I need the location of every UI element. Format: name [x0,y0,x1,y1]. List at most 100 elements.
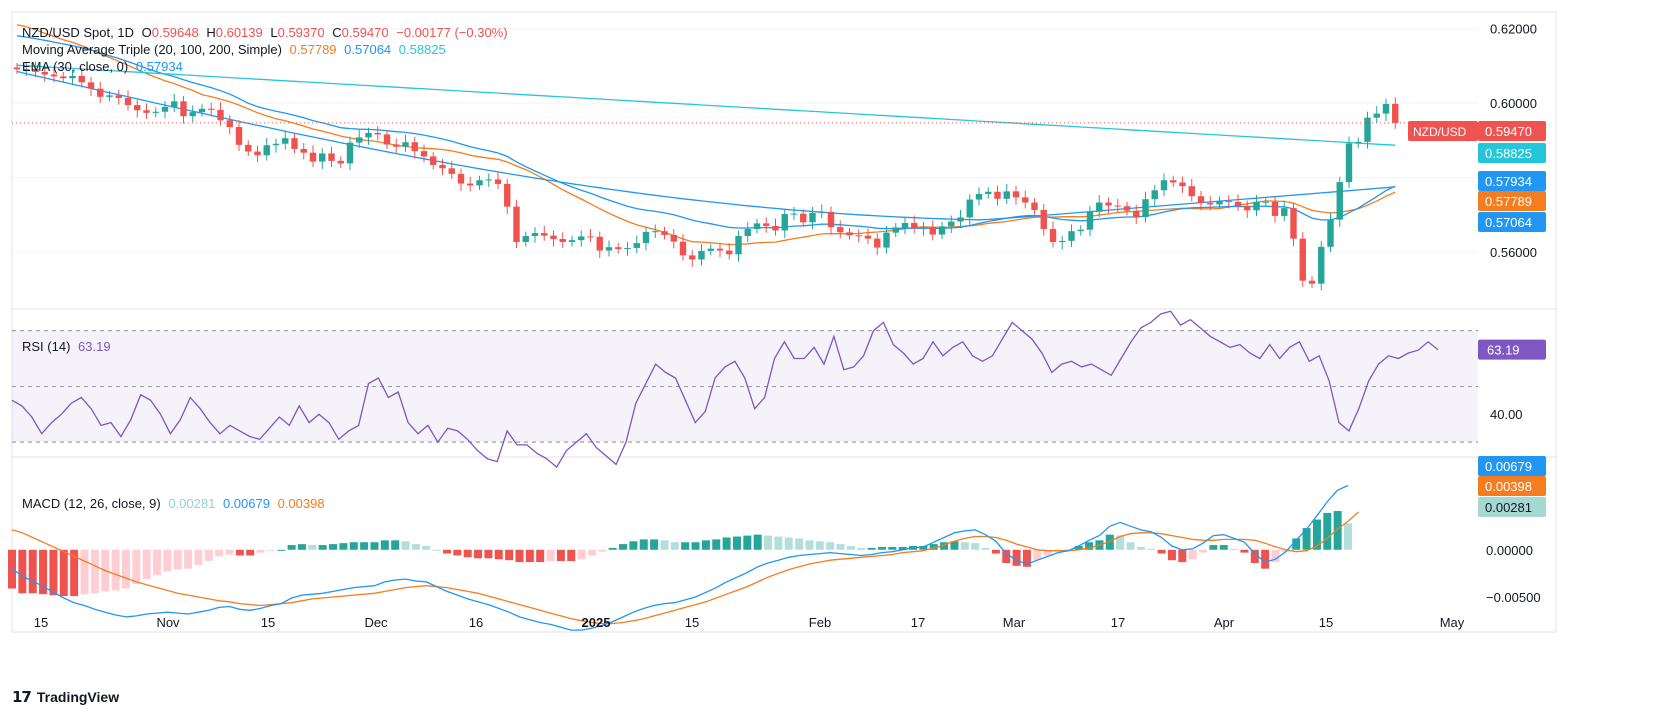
macd-histogram-bar [546,549,555,562]
macd-histogram-bar [1281,549,1290,552]
candle-body [337,160,344,164]
macd-histogram-bar [287,545,296,550]
candle-body [439,164,446,169]
macd-histogram-bar [360,542,369,550]
macd-histogram-bar [132,549,141,584]
macd-histogram-bar [577,549,586,560]
brand[interactable]: 𝟭𝟳 TradingView [12,688,119,706]
macd-histogram-bar [1085,542,1094,550]
macd-histogram-bar [1323,512,1332,550]
symbol-title[interactable]: NZD/USD Spot, 1D [22,25,134,40]
candle-body [1170,180,1177,183]
ema-label[interactable]: EMA (30, close, 0) [22,59,129,74]
candle-body [948,221,955,227]
macd-histogram-bar [764,535,773,550]
macd-histogram-bar [1333,511,1342,550]
ma200-line [16,64,1396,146]
candle-body [726,250,733,255]
macd-label[interactable]: MACD (12, 26, close, 9) [22,496,161,511]
change-value: −0.00177 (−0.30%) [396,25,508,40]
candle-body [411,142,418,152]
candle-body [448,168,455,174]
symbol-tag-label: NZD/USD [1413,125,1467,139]
candle-body [309,152,317,162]
macd-histogram-bar [80,549,89,595]
candle-body [1345,143,1353,183]
macd-tag [1478,456,1546,476]
candle-body [541,233,548,236]
time-tick-label: Apr [1214,615,1235,630]
candle-body [735,236,742,255]
time-tick-label: 2025 [582,615,611,630]
macd-histogram-bar [629,541,638,550]
macd-histogram-bar [39,549,48,595]
rsi-tick-label: 40.00 [1490,407,1523,422]
candle-body [1318,246,1325,284]
candle-body [911,223,918,229]
candle-body [467,183,474,186]
macd-histogram-bar [49,549,58,596]
candle-body [985,191,992,194]
candle-body [328,153,335,161]
candle-body [430,156,437,165]
price-tick-label: 0.62000 [1490,22,1537,37]
candle-body [689,255,696,260]
candle-body [920,227,927,229]
candle-body [1012,191,1020,198]
candle-body [494,179,502,184]
ema30-line [16,35,1396,230]
macd-histogram-bar [815,541,824,550]
macd-tag [1478,497,1546,517]
candle-body [383,134,391,145]
time-tick-label: Feb [809,615,831,630]
candle-body [245,144,252,152]
macd-histogram-bar [1240,549,1249,553]
macd-histogram-bar [1043,549,1052,556]
candle-body [208,108,215,110]
candle-body [531,233,539,237]
candle-body [365,132,372,138]
macd-histogram-bar [836,544,845,550]
rsi-tag [1478,339,1546,360]
candle-body [32,68,39,72]
candle-body [633,243,640,248]
candle-body [161,106,169,112]
candle-body [874,238,881,248]
open-label: O [141,25,152,40]
candle-body [78,76,85,83]
macd-histogram-bar [639,539,648,550]
candle-body [624,247,631,250]
ma100-value: 0.57064 [344,42,392,57]
candle-body [1114,205,1121,207]
macd-histogram-bar [163,549,172,572]
rsi-label[interactable]: RSI (14) [22,339,71,354]
candle-body [476,180,483,186]
macd-histogram-bar [681,542,690,550]
macd-histogram-bar [1002,549,1011,564]
macd-histogram-bar [432,549,441,551]
macd-histogram-bar [246,549,255,556]
candle-body [1336,182,1343,220]
macd-hist-value: 0.00281 [168,496,216,511]
macd-histogram-bar [297,544,306,550]
candle-body [217,109,224,121]
candle-body [13,67,21,70]
candle-body [374,132,381,135]
candle-body [642,231,650,244]
ma-label[interactable]: Moving Average Triple (20, 100, 200, Sim… [22,42,282,57]
candle-body [1392,103,1399,123]
low-label: L [270,25,278,40]
macd-histogram-bar [70,549,79,597]
candle-body [818,211,825,213]
candle-body [670,234,677,242]
ohlc-row: NZD/USD Spot, 1D O0.59648 H0.60139 L0.59… [22,24,512,41]
candle-body [1216,201,1223,205]
macd-histogram-bar [619,544,628,550]
rsi-value: 63.19 [78,339,111,354]
ma20-value: 0.57789 [289,42,337,57]
time-tick-label: 15 [1319,615,1333,630]
macd-histogram-bar [463,549,472,558]
macd-histogram-bar [940,542,949,550]
macd-histogram-bar [318,545,327,550]
